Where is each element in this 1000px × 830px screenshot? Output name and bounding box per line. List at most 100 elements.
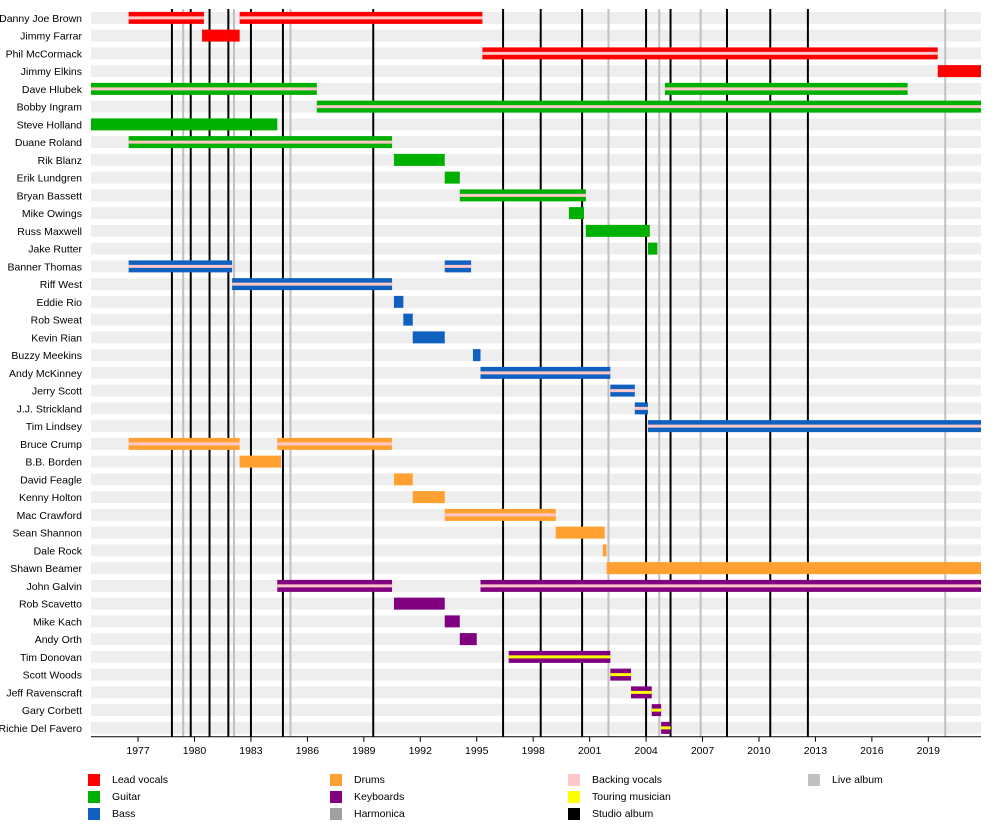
member-name-label: Rob Sweat bbox=[31, 315, 82, 327]
row-stripe bbox=[91, 242, 981, 255]
row-stripe bbox=[91, 278, 981, 290]
row-stripe bbox=[91, 296, 981, 308]
legend-swatch bbox=[88, 774, 100, 786]
member-name-label: Rob Scavetto bbox=[19, 599, 82, 611]
member-name-label: Andy Orth bbox=[35, 634, 82, 646]
member-name-label: Kenny Holton bbox=[19, 492, 82, 504]
member-name-label: Rik Blanz bbox=[38, 155, 82, 167]
row-stripe bbox=[91, 402, 981, 415]
member-name-label: Jake Rutter bbox=[28, 244, 82, 256]
member-name-label: Jimmy Farrar bbox=[20, 31, 82, 43]
member-bar-secondary bbox=[610, 389, 635, 393]
row-stripe bbox=[91, 562, 981, 574]
member-bar-secondary bbox=[480, 584, 981, 588]
legend-label: Touring musician bbox=[592, 791, 671, 803]
legend-label: Live album bbox=[832, 774, 883, 786]
member-name-label: Steve Holland bbox=[17, 119, 83, 131]
member-name-label: Dave Hlubek bbox=[22, 84, 83, 96]
legend-label: Backing vocals bbox=[592, 774, 663, 786]
member-name-label: John Galvin bbox=[27, 581, 83, 593]
member-name-label: Sean Shannon bbox=[13, 528, 83, 540]
row-stripe bbox=[91, 526, 981, 539]
member-name-label: Richie Del Favero bbox=[0, 723, 82, 735]
member-bar bbox=[568, 207, 584, 220]
member-name-label: Eddie Rio bbox=[36, 297, 82, 309]
x-tick-label: 1986 bbox=[296, 745, 320, 757]
member-bar bbox=[393, 295, 404, 308]
member-bar-secondary bbox=[459, 193, 586, 197]
member-name-label: Kevin Rian bbox=[31, 332, 82, 344]
member-bar bbox=[393, 473, 413, 486]
row-stripe bbox=[91, 384, 981, 397]
legend-swatch bbox=[808, 774, 820, 786]
member-name-label: Mike Kach bbox=[33, 616, 82, 628]
legend-swatch bbox=[330, 774, 342, 786]
row-stripe bbox=[91, 420, 981, 432]
member-name-label: J.J. Strickland bbox=[17, 403, 83, 415]
member-name-label: David Feagle bbox=[20, 474, 82, 486]
member-name-label: Riff West bbox=[40, 279, 82, 291]
member-name-label: Andy McKinney bbox=[9, 368, 83, 380]
member-bar-secondary bbox=[631, 690, 652, 694]
member-bar-secondary bbox=[444, 264, 472, 268]
member-name-label: Jimmy Elkins bbox=[21, 66, 82, 78]
x-tick-label: 1980 bbox=[183, 745, 207, 757]
row-stripe bbox=[91, 349, 981, 361]
x-tick-label: 1998 bbox=[521, 745, 545, 757]
row-stripe bbox=[91, 455, 981, 468]
member-name-label: Bryan Bassett bbox=[17, 190, 82, 202]
member-bar-secondary bbox=[508, 655, 611, 659]
member-name-label: Jerry Scott bbox=[32, 386, 82, 398]
member-bar bbox=[647, 242, 658, 255]
x-tick-label: 2004 bbox=[634, 745, 658, 757]
member-bar bbox=[393, 597, 445, 610]
member-name-label: Bruce Crump bbox=[20, 439, 82, 451]
member-bar bbox=[239, 455, 282, 468]
row-stripe bbox=[91, 633, 981, 645]
member-name-label: Tim Lindsey bbox=[26, 421, 83, 433]
row-stripe bbox=[91, 207, 981, 219]
legend-label: Studio album bbox=[592, 808, 654, 820]
member-name-label: B.B. Borden bbox=[25, 457, 82, 469]
legend-label: Bass bbox=[112, 808, 136, 820]
member-bar-secondary bbox=[232, 282, 393, 286]
row-stripe bbox=[91, 12, 981, 24]
member-bar bbox=[393, 153, 445, 166]
member-name-label: Buzzy Meekins bbox=[11, 350, 82, 362]
x-tick-label: 1992 bbox=[409, 745, 433, 757]
legend-swatch bbox=[88, 791, 100, 803]
member-bar bbox=[202, 29, 240, 42]
member-bar-secondary bbox=[610, 673, 632, 677]
legend-swatch bbox=[568, 791, 580, 803]
row-stripe bbox=[91, 313, 981, 326]
member-name-label: Russ Maxwell bbox=[17, 226, 82, 238]
member-bar-secondary bbox=[647, 424, 981, 428]
legend-swatch bbox=[88, 808, 100, 820]
row-stripe bbox=[91, 615, 981, 628]
member-bar bbox=[606, 562, 981, 575]
row-stripe bbox=[91, 473, 981, 486]
member-bar-secondary bbox=[128, 140, 393, 144]
legend-label: Lead vocals bbox=[112, 774, 169, 786]
member-name-label: Mike Owings bbox=[22, 208, 82, 220]
row-stripe bbox=[91, 438, 981, 450]
row-stripe bbox=[91, 722, 981, 734]
legend-label: Harmonica bbox=[354, 808, 405, 820]
row-stripe bbox=[91, 544, 981, 557]
legend-label: Keyboards bbox=[354, 791, 405, 803]
member-bar-secondary bbox=[444, 513, 556, 517]
row-stripe bbox=[91, 491, 981, 503]
member-name-label: Shawn Beamer bbox=[10, 563, 82, 575]
row-stripe bbox=[91, 118, 981, 131]
x-tick-label: 2010 bbox=[747, 745, 771, 757]
member-bar-secondary bbox=[316, 105, 981, 109]
row-stripe bbox=[91, 704, 981, 716]
x-tick-label: 1977 bbox=[126, 745, 150, 757]
x-tick-label: 2007 bbox=[691, 745, 715, 757]
member-bar-secondary bbox=[128, 264, 233, 268]
row-stripe bbox=[91, 260, 981, 273]
member-bar bbox=[403, 313, 413, 326]
legend-swatch bbox=[568, 808, 580, 820]
member-bar-secondary bbox=[661, 726, 671, 730]
